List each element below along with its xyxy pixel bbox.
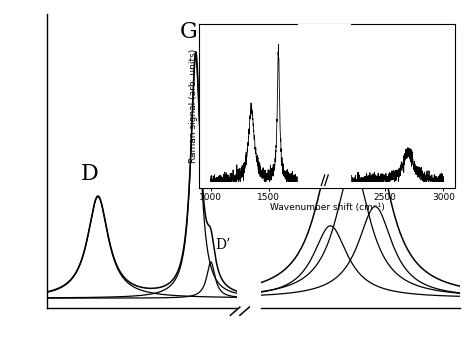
Text: D: D xyxy=(81,163,99,185)
Text: D’: D’ xyxy=(215,238,230,252)
Y-axis label: Raman signal (arb. units): Raman signal (arb. units) xyxy=(189,49,198,163)
Text: G’: G’ xyxy=(353,103,378,124)
Bar xyxy=(298,24,350,188)
X-axis label: Wavenumber shift (cm⁻¹): Wavenumber shift (cm⁻¹) xyxy=(270,203,384,212)
Text: G: G xyxy=(180,21,198,43)
